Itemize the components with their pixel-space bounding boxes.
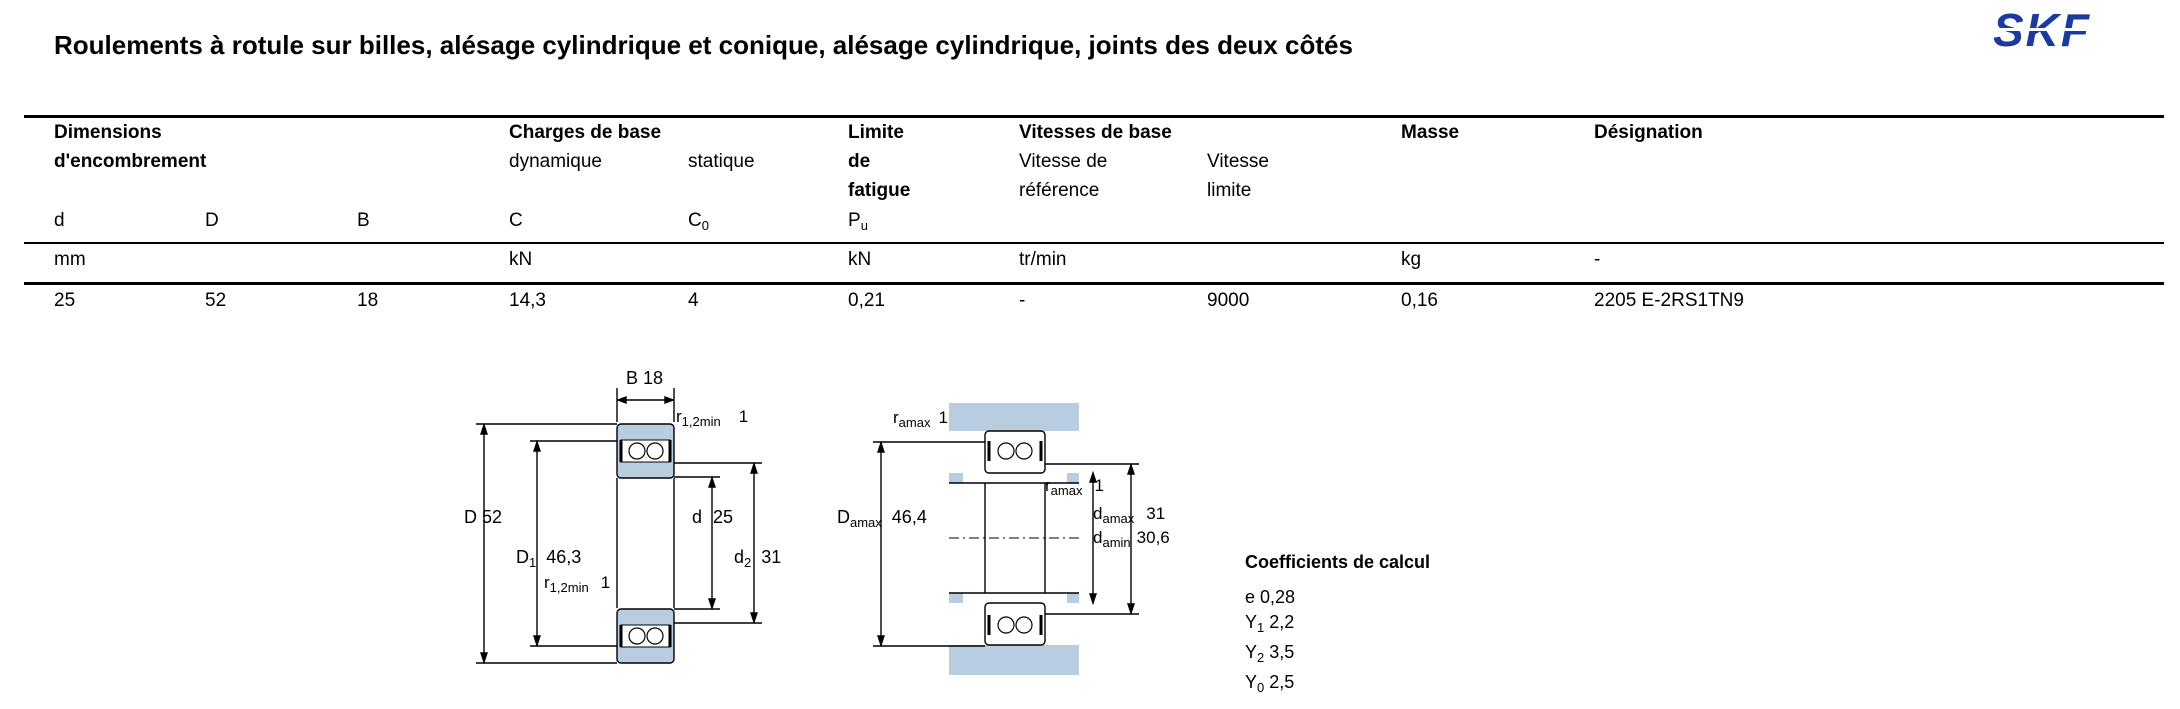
label-damax: damax 31 xyxy=(1093,504,1165,526)
header-masse: Masse xyxy=(1401,122,1460,143)
label-D1: D1 46,3 xyxy=(516,547,581,570)
cell-d: 25 xyxy=(54,290,76,311)
bearing-upper-section xyxy=(616,423,675,479)
subheader-vitesse-limite: Vitesse xyxy=(1207,151,1269,172)
subheader-dynamique: dynamique xyxy=(509,151,602,172)
housing-sections xyxy=(949,403,1079,675)
cell-Pu: 0,21 xyxy=(848,290,885,311)
unit-mm: mm xyxy=(54,249,86,270)
coefficients-title: Coefficients de calcul xyxy=(1245,552,1431,572)
subheader-vitesse-reference: Vitesse de xyxy=(1019,151,1108,172)
unit-tr-min: tr/min xyxy=(1019,249,1067,270)
label-r-bottom: r1,2min 1 xyxy=(544,573,610,595)
cell-vitesse-limite: 9000 xyxy=(1207,290,1250,311)
header-dimensions-2: d'encombrement xyxy=(54,151,207,172)
header-limite-2: de xyxy=(848,151,871,172)
header-charges: Charges de base xyxy=(509,122,662,143)
symbol-C0: C0 xyxy=(688,210,709,233)
symbol-C: C xyxy=(509,210,523,231)
abutment-drawing: ramax 1 Damax 46,4 ramax 1 damax 31 damin 30,… xyxy=(837,403,1170,675)
header-dimensions: Dimensions xyxy=(54,122,162,143)
symbol-D: D xyxy=(205,210,219,231)
coefficient-y0: Y0 2,5 xyxy=(1245,672,1295,695)
label-r-top: r1,2min 1 xyxy=(676,407,748,429)
bearing-lower-section xyxy=(616,608,675,664)
unit-kn-limite: kN xyxy=(848,249,872,270)
cell-masse: 0,16 xyxy=(1401,290,1438,311)
cell-designation: 2205 E-2RS1TN9 xyxy=(1594,290,1744,311)
label-damin: damin 30,6 xyxy=(1093,528,1170,550)
unit-kn-charges: kN xyxy=(509,249,533,270)
subheader-vitesse-limite-2: limite xyxy=(1207,180,1252,201)
label-ra-mid: ramax 1 xyxy=(1045,476,1104,498)
skf-logo: SKF xyxy=(1968,8,2116,52)
bearing-section-drawing: B 18 r1,2min 1 D 52 D1 46,3 d 25 d2 31 r1,2… xyxy=(464,368,781,665)
label-Da: Damax 46,4 xyxy=(837,507,927,530)
unit-kg: kg xyxy=(1401,249,1422,270)
bearing-upper-section-right xyxy=(984,430,1046,474)
coefficient-e: e 0,28 xyxy=(1245,587,1296,607)
header-vitesses: Vitesses de base xyxy=(1019,122,1172,143)
cell-D: 52 xyxy=(205,290,227,311)
cell-C: 14,3 xyxy=(509,290,546,311)
coefficient-y2: Y2 3,5 xyxy=(1245,642,1295,665)
subheader-vitesse-reference-2: référence xyxy=(1019,180,1100,201)
label-B: B 18 xyxy=(626,368,663,388)
header-designation: Désignation xyxy=(1594,122,1703,143)
page-title: Roulements à rotule sur billes, alésage … xyxy=(54,30,1353,60)
coefficient-y1: Y1 2,2 xyxy=(1245,612,1295,635)
symbol-B: B xyxy=(357,210,370,231)
table-header-rule xyxy=(24,242,2164,244)
subheader-statique: statique xyxy=(688,151,755,172)
header-limite-3: fatigue xyxy=(848,180,911,201)
table-top-rule xyxy=(24,115,2164,118)
label-ra-top: ramax 1 xyxy=(893,408,948,430)
unit-designation: - xyxy=(1594,249,1601,270)
header-limite: Limite xyxy=(848,122,904,143)
label-d: d 25 xyxy=(692,507,733,527)
label-D: D 52 xyxy=(464,507,502,527)
symbol-d: d xyxy=(54,210,65,231)
symbol-Pu: Pu xyxy=(848,210,868,233)
bearing-lower-section-right xyxy=(984,602,1046,646)
cell-C0: 4 xyxy=(688,290,699,311)
label-d2: d2 31 xyxy=(734,547,781,570)
table-units-rule xyxy=(24,282,2164,285)
cell-B: 18 xyxy=(357,290,379,311)
cell-vitesse-reference: - xyxy=(1019,290,1026,311)
coefficients-list: e 0,28 Y1 2,2 Y2 3,5 Y0 2,5 xyxy=(1245,585,1295,700)
